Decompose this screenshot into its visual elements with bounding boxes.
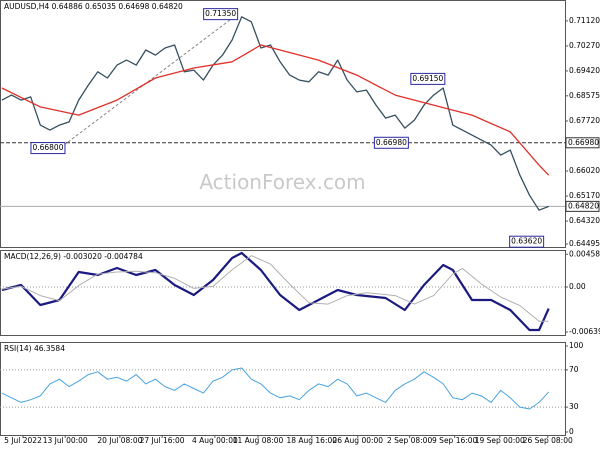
- y-tick-label: 0.69420: [569, 66, 600, 75]
- y-tick-label: 0.70270: [569, 41, 600, 50]
- annotation-box: [373, 136, 409, 149]
- x-tick-label: 9 Sep 16:00: [432, 436, 478, 445]
- annotation-label: 0.69150: [412, 74, 443, 83]
- level-box: [565, 137, 600, 149]
- annotation-label: 0.71350: [205, 9, 236, 18]
- x-tick-label: 11 Aug 08:00: [233, 436, 284, 445]
- annotation-label: 0.63620: [511, 237, 542, 246]
- panel-frame: [0, 0, 566, 248]
- y-tick-label: 100: [569, 341, 584, 350]
- y-tick-label: 0.004583: [569, 249, 600, 258]
- annotation-box: [509, 235, 545, 248]
- x-tick-label: 20 Jul 08:00: [97, 436, 142, 445]
- y-tick-label: 70: [569, 365, 579, 374]
- x-tick-label: 26 Aug 00:00: [333, 436, 384, 445]
- y-tick-label: 0.64495: [569, 239, 600, 248]
- y-tick-label: -0.006397: [569, 327, 600, 336]
- series-line: [1, 255, 549, 322]
- y-tick-label: 30: [569, 402, 579, 411]
- annotation-box: [30, 142, 66, 155]
- level-label: 0.66980: [568, 138, 599, 147]
- x-tick-label: 4 Aug 00:00: [192, 436, 238, 445]
- y-tick-label: 0.66020: [569, 166, 600, 175]
- last-price-box: [565, 200, 600, 212]
- panel-frame: [0, 342, 566, 436]
- last-price-label: 0.64820: [568, 201, 599, 210]
- x-tick-label: 13 Jul 00:00: [43, 436, 88, 445]
- x-tick-label: 2 Sep 08:00: [387, 436, 433, 445]
- series-line: [1, 251, 550, 332]
- x-tick-label: 19 Sep 00:00: [475, 436, 525, 445]
- y-tick-label: 0.64320: [569, 216, 600, 225]
- x-tick-label: 18 Aug 16:00: [286, 436, 337, 445]
- x-tick-label: 27 Jul 16:00: [140, 436, 185, 445]
- x-tick-label: 26 Sep 08:00: [523, 436, 573, 445]
- y-tick-label: 0: [569, 427, 574, 436]
- annotation-box: [410, 72, 446, 85]
- series-line: [1, 367, 550, 410]
- panel-title: MACD(12,26,9) -0.003020 -0.004784: [4, 252, 143, 261]
- y-tick-label: 0.67720: [569, 116, 600, 125]
- x-tick-label: 5 Jul 2022: [4, 436, 42, 445]
- series-line: [1, 44, 550, 176]
- y-tick-label: 0.68575: [569, 91, 600, 100]
- y-tick-label: 0.71120: [569, 16, 600, 25]
- annotation-box: [203, 8, 239, 21]
- panel-frame: [0, 250, 566, 336]
- series-line: [1, 16, 549, 211]
- panel-title: RSI(14) 46.3584: [4, 344, 65, 353]
- panel-title: AUDUSD,H4 0.64886 0.65035 0.64698 0.6482…: [4, 2, 183, 11]
- y-tick-label: 0.00: [569, 282, 586, 291]
- annotation-label: 0.66980: [376, 138, 407, 147]
- watermark: ActionForex.com: [199, 170, 365, 194]
- annotation-label: 0.66800: [32, 143, 63, 152]
- y-tick-label: 0.65170: [569, 191, 600, 200]
